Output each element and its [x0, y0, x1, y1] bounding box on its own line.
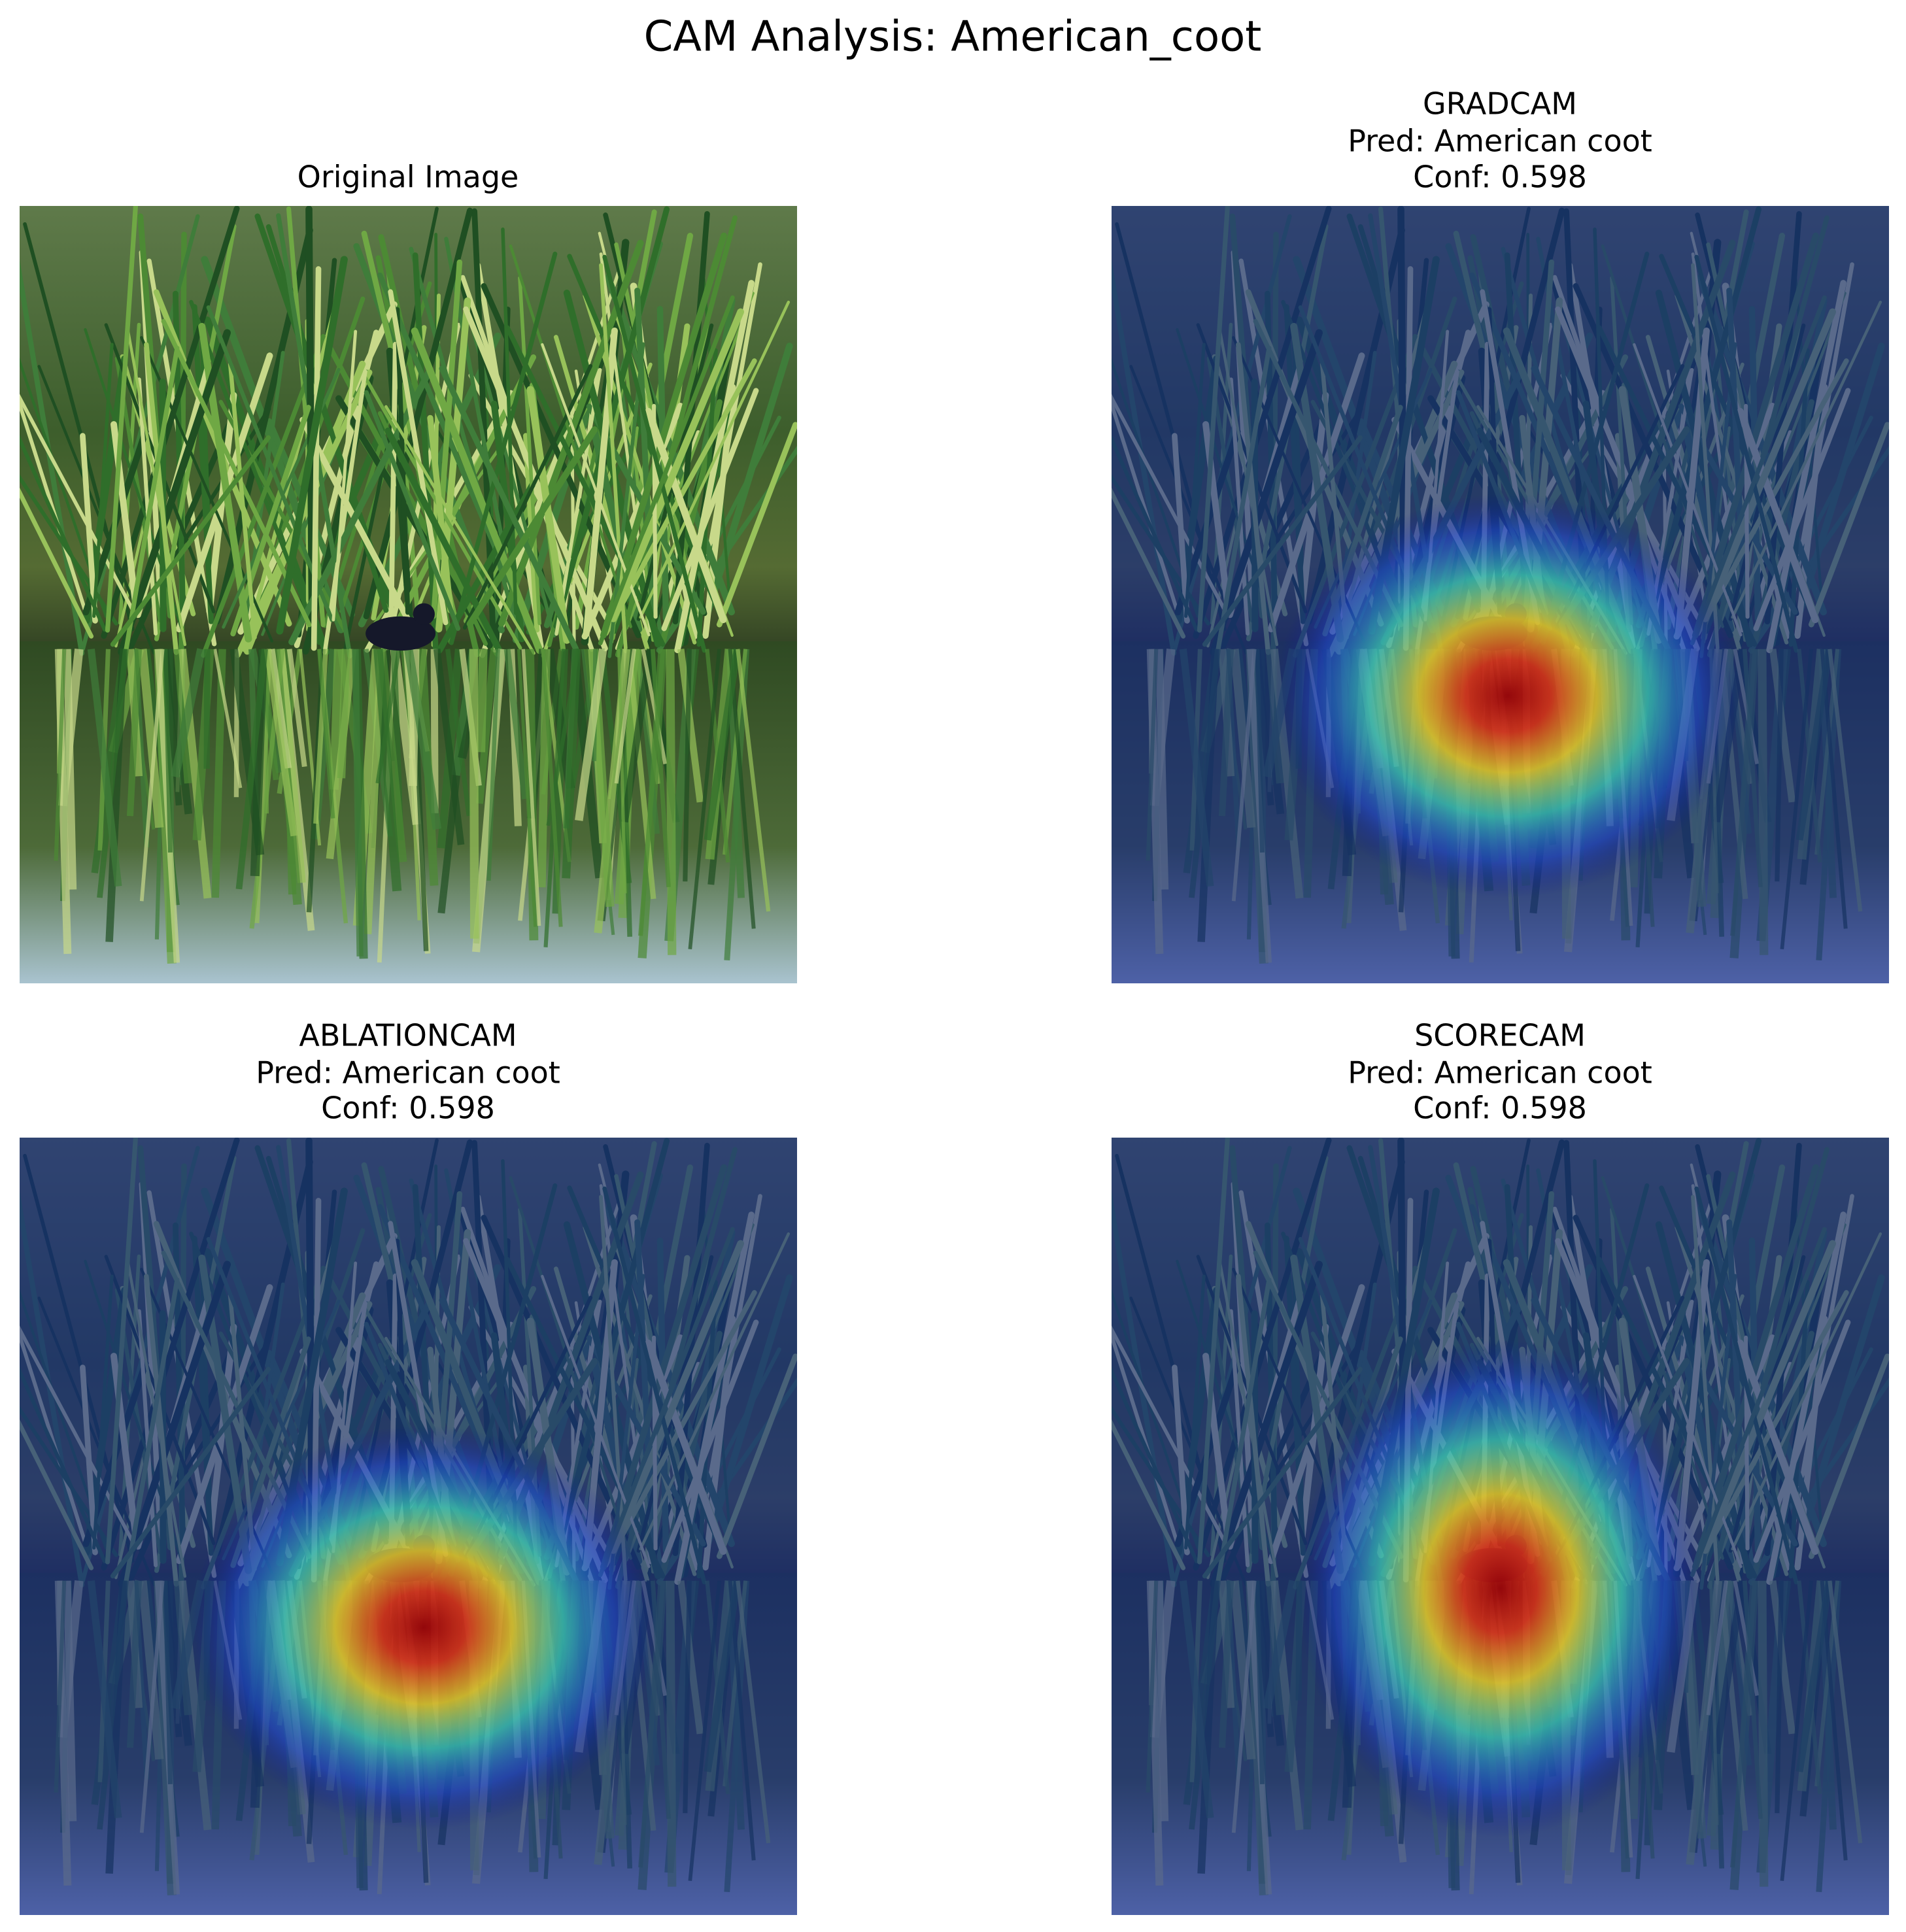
ablationcam-image	[20, 1138, 797, 1915]
panel-title: GRADCAM	[1423, 86, 1577, 122]
heatmap	[1274, 493, 1742, 898]
heatmap	[1298, 1340, 1703, 1838]
panel-title: SCORECAM	[1414, 1018, 1586, 1053]
gradcam-image	[1112, 206, 1889, 983]
figure-title: CAM Analysis: American_coot	[644, 13, 1262, 61]
panel-title: Conf: 0.598	[1413, 160, 1587, 195]
panel-title: Original Image	[298, 160, 519, 195]
heatmap	[190, 1425, 657, 1830]
panel-title: Conf: 0.598	[1413, 1091, 1587, 1126]
panel-title: Pred: American coot	[256, 1055, 560, 1091]
original-image	[0, 206, 812, 983]
panel-title: Pred: American coot	[1348, 124, 1652, 159]
scorecam-image	[1112, 1138, 1889, 1915]
panel-title: Pred: American coot	[1348, 1055, 1652, 1091]
panel-title: Conf: 0.598	[321, 1091, 495, 1126]
panel-title: ABLATIONCAM	[299, 1018, 517, 1053]
